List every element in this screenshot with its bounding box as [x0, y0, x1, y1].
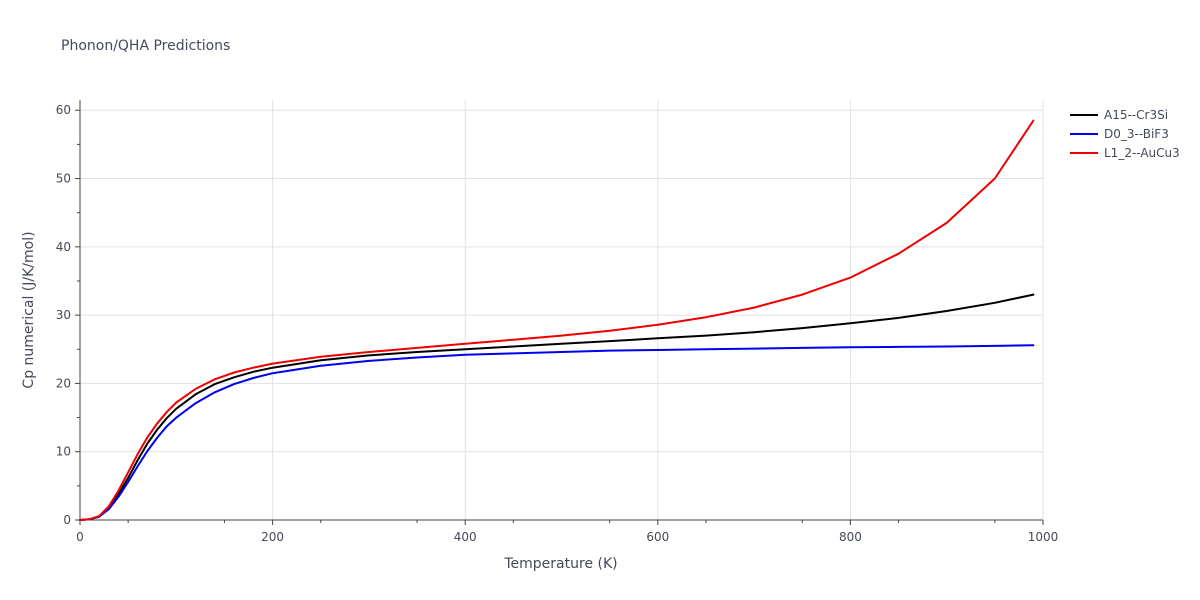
series-line-l1-2-aucu3[interactable]: [79, 119, 1035, 521]
series-line-a15-cr3si[interactable]: [79, 293, 1035, 521]
legend[interactable]: A15--Cr3Si D0_3--BiF3 L1_2--AuCu3: [1070, 108, 1180, 160]
y-axis-title: Cp numerical (J/K/mol): [21, 231, 37, 388]
y-tick-label: 10: [56, 445, 71, 459]
x-tick-label: 200: [261, 530, 284, 544]
legend-item-label[interactable]: L1_2--AuCu3: [1104, 146, 1180, 160]
legend-item-label[interactable]: D0_3--BiF3: [1104, 127, 1169, 141]
chart-title: Phonon/QHA Predictions: [61, 38, 230, 54]
x-tick-label: 0: [76, 530, 84, 544]
x-tick-label: 800: [839, 530, 862, 544]
y-tick-label: 0: [63, 513, 71, 527]
x-axis-title: Temperature (K): [503, 556, 617, 572]
y-tick-label: 40: [56, 240, 71, 254]
y-tick-label: 50: [56, 172, 71, 186]
legend-item-label[interactable]: A15--Cr3Si: [1104, 108, 1168, 122]
x-tick-label: 1000: [1028, 530, 1059, 544]
y-tick-label: 60: [56, 103, 71, 117]
grid: [80, 100, 1044, 520]
x-axis: 0 200 400 600 800 1000: [76, 519, 1059, 544]
y-axis: 0 10 20 30 40 50 60: [56, 100, 81, 527]
y-tick-label: 20: [56, 376, 71, 390]
x-tick-label: 400: [454, 530, 477, 544]
series-line-d0-3-bif3[interactable]: [79, 344, 1035, 521]
x-tick-label: 600: [646, 530, 669, 544]
series-group: [79, 119, 1035, 521]
y-tick-label: 30: [56, 308, 71, 322]
